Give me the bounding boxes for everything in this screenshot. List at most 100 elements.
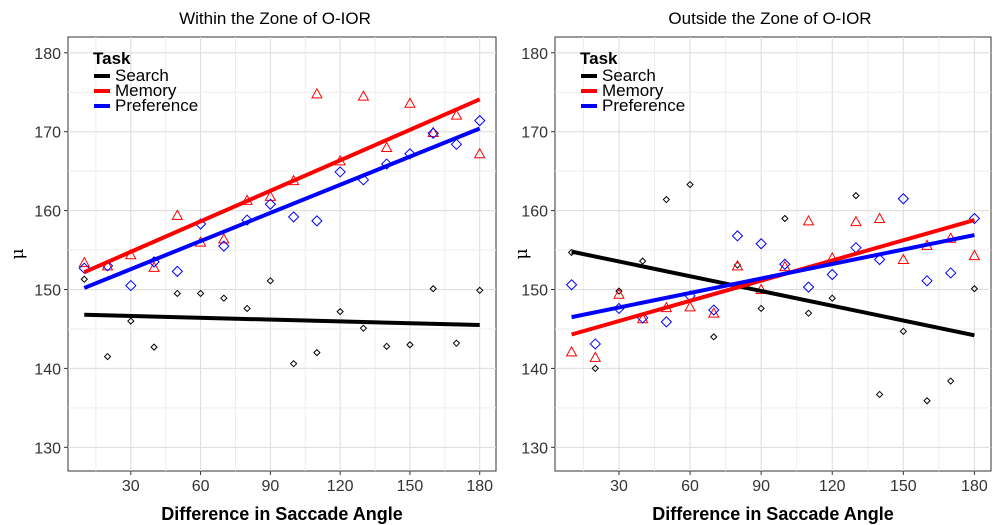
point-preference [708,304,720,316]
point-preference [450,138,463,151]
y-tick-label: 180 [34,46,61,63]
y-axis-label: μ [512,248,532,259]
point-memory [684,300,696,312]
point-memory [968,249,981,261]
point-memory [565,345,578,357]
point-search [173,289,182,298]
x-tick-label: 30 [610,478,628,495]
panel-outside-zone: 30 60 90 120 150 180 130 140 150 160 170 180 Outside… [512,9,992,524]
point-search [452,339,461,347]
point-preference [802,281,815,293]
point-preference [755,238,767,250]
point-preference [311,215,323,227]
point-memory [450,109,463,120]
point-preference [380,158,393,170]
y-tick-label: 170 [521,125,548,142]
point-search [923,397,931,405]
point-memory [357,90,370,101]
point-memory [802,214,815,226]
point-memory [101,259,114,271]
point-search [828,294,836,302]
series-search [80,275,484,368]
y-tick-label: 160 [521,204,548,221]
legend-label-preference: Preference [602,96,685,115]
point-search [429,285,437,293]
point-preference [474,114,486,127]
point-search [359,324,368,332]
legend-label-search: Search [602,66,656,85]
fit-line-preference [83,126,481,290]
point-search [150,343,158,351]
point-preference [218,240,230,252]
gridlines [68,37,496,471]
fit-line-preference [571,233,975,320]
point-memory [613,288,625,299]
point-search [591,364,599,373]
point-search [710,333,718,341]
point-preference [78,262,90,274]
x-axis-label: Difference in Saccade Angle [161,504,402,524]
y-axis-label: μ [8,248,28,259]
point-memory [78,256,91,268]
gridlines [555,37,991,471]
x-tick-label: 180 [466,478,493,495]
point-memory [850,215,862,227]
y-tick-label: 160 [34,204,61,221]
point-memory [473,147,486,159]
point-preference [779,258,791,270]
legend-title: Task [93,49,131,68]
fit-line-memory [83,97,481,274]
fit-line-search [571,249,975,338]
point-preference [589,338,601,350]
point-preference [241,214,253,226]
point-preference [125,279,137,292]
legend-label-preference: Preference [115,96,198,115]
point-search [686,180,694,189]
point-memory [427,126,440,137]
point-memory [217,232,230,244]
y-tick-label: 140 [34,361,61,378]
legend-label-memory: Memory [602,81,664,100]
series-memory [78,87,486,272]
x-tick-label: 90 [261,478,279,495]
point-preference [968,212,981,225]
point-preference [731,230,744,242]
point-search [220,294,228,302]
point-search [781,214,789,223]
point-search [804,309,813,317]
point-preference [334,166,346,178]
point-preference [897,193,910,205]
panel-within-zone: 30 60 90 120 150 180 130 140 150 160 170 180 Within … [8,9,497,524]
point-search [127,317,135,325]
point-search [266,277,275,285]
point-preference [565,279,578,291]
point-search [947,377,955,385]
legend-label-search: Search [115,66,169,85]
point-search [638,257,647,265]
y-tick-label: 130 [521,440,548,457]
x-tick-label: 150 [890,478,917,495]
point-search [103,352,112,361]
point-search [80,275,88,283]
y-tick-label: 170 [34,125,61,142]
y-tick-label: 150 [34,283,61,300]
point-search [615,287,623,295]
point-preference [171,265,184,278]
point-search [757,304,765,313]
point-search [336,307,344,316]
point-preference [921,275,933,287]
point-search [243,304,251,313]
point-preference [826,268,838,281]
y-tick-label: 130 [34,440,61,457]
point-search [289,359,298,368]
x-tick-label: 90 [752,478,770,495]
x-tick-label: 150 [397,478,424,495]
point-memory [171,209,184,220]
plot-area [554,36,992,472]
point-preference [287,211,300,223]
x-tick-label: 120 [327,478,354,495]
x-axis-label: Difference in Saccade Angle [652,504,893,524]
point-memory [589,351,602,362]
